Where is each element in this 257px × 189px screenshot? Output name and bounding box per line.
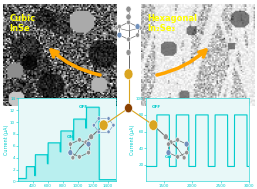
Circle shape [112,123,115,127]
Circle shape [117,32,122,38]
Circle shape [92,123,95,127]
Circle shape [125,104,132,113]
Text: Cubic
InSe: Cubic InSe [9,14,35,33]
Circle shape [126,37,131,42]
Circle shape [126,20,131,25]
Circle shape [68,150,73,156]
Circle shape [68,142,72,146]
Circle shape [71,155,75,160]
Circle shape [184,141,189,147]
Circle shape [169,140,173,145]
Circle shape [97,117,100,120]
Text: OFF: OFF [152,105,161,109]
Circle shape [117,24,121,29]
Circle shape [86,141,91,147]
Y-axis label: Current (μA): Current (μA) [130,125,135,155]
Circle shape [163,134,168,140]
Circle shape [182,155,186,160]
Circle shape [167,142,170,146]
Circle shape [126,50,131,55]
Circle shape [138,26,142,30]
Circle shape [89,134,94,140]
Circle shape [126,14,131,20]
Circle shape [84,140,88,145]
Text: ON: ON [165,155,172,159]
Text: OFF: OFF [79,105,88,109]
Circle shape [107,130,110,134]
Circle shape [166,150,171,156]
Circle shape [149,120,158,130]
Circle shape [99,120,108,130]
Circle shape [126,6,131,12]
Circle shape [97,130,100,134]
Circle shape [107,117,110,120]
Circle shape [87,150,90,155]
Circle shape [136,33,140,37]
Circle shape [135,24,140,29]
Circle shape [176,155,180,159]
Circle shape [77,138,81,142]
Circle shape [115,26,119,30]
Circle shape [124,69,133,79]
Circle shape [77,155,81,159]
Circle shape [176,138,180,142]
Circle shape [185,150,189,155]
Text: Hexagonal
In₂Se₃: Hexagonal In₂Se₃ [147,14,197,33]
Y-axis label: Current (μA): Current (μA) [4,125,9,155]
Text: ON: ON [67,135,74,139]
